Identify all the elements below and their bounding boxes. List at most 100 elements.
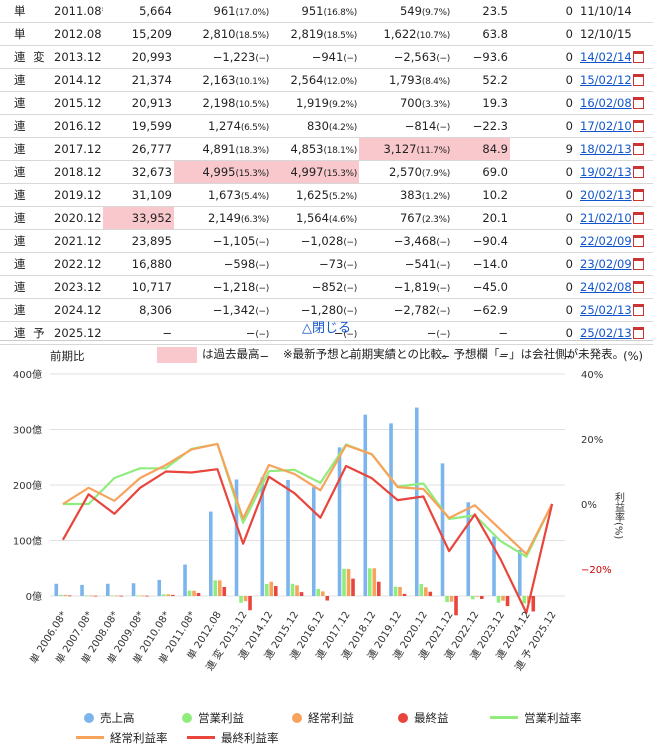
margin-pct: (−) — [255, 238, 269, 248]
bar-net-profit — [248, 596, 252, 611]
announce-date-cell[interactable]: 20/02/13 — [575, 183, 653, 207]
row-type-label: 連 — [0, 91, 50, 115]
bar-net-profit — [170, 594, 175, 596]
row-type-label: 連 — [0, 252, 50, 276]
announce-date-cell[interactable]: 17/02/10 — [575, 114, 653, 138]
right-tick-label: 0% — [581, 500, 597, 511]
bar-ordinary-profit — [475, 596, 480, 597]
announce-date-cell[interactable]: 21/02/10 — [575, 206, 653, 230]
margin-pct: (15.3%) — [323, 169, 357, 179]
bar-sales — [54, 583, 59, 596]
announce-date-link[interactable]: 23/02/09 — [580, 257, 632, 271]
announce-date-link[interactable]: 14/02/14 — [580, 50, 632, 64]
line-ordinary-margin — [62, 442, 554, 556]
legend-label: 最終利益率 — [221, 731, 279, 745]
pdf-icon[interactable] — [632, 166, 644, 178]
period-label: 2014.12 — [50, 68, 103, 92]
sales-value: 5,664 — [103, 0, 174, 23]
announce-date-link[interactable]: 24/02/08 — [580, 280, 632, 294]
profit-value: 1,625 — [295, 188, 329, 202]
announce-date-cell[interactable]: 23/02/09 — [575, 252, 653, 276]
collapse-toggle-link[interactable]: △閉じる — [0, 318, 653, 341]
pdf-icon[interactable] — [632, 189, 644, 201]
legend-item[interactable]: 経常利益率 — [76, 730, 168, 746]
sales-value: 32,673 — [103, 160, 174, 184]
announce-date-link[interactable]: 22/02/09 — [580, 234, 632, 248]
table-row: 連 2015.12 20,913 2,198(10.5%) 1,919(9.2%) 700… — [0, 91, 653, 115]
announce-date-cell[interactable]: 14/02/14 — [575, 45, 653, 69]
margin-pct: (−) — [436, 261, 450, 271]
announce-date-cell[interactable]: 18/02/13 — [575, 137, 653, 161]
profit-value: 1,673 — [207, 188, 241, 202]
announce-date-cell[interactable]: 25/02/13 — [575, 321, 653, 345]
announce-date-link[interactable]: 15/02/12 — [580, 73, 632, 87]
legend-item[interactable]: 営業利益率 — [490, 710, 582, 726]
pdf-icon[interactable] — [632, 281, 644, 293]
net-profit-cell: −2,563(−) — [359, 45, 452, 69]
pdf-icon[interactable] — [632, 120, 644, 132]
bar-net-profit — [479, 596, 484, 600]
announce-date-cell[interactable]: 19/02/13 — [575, 160, 653, 184]
announce-date-link[interactable]: 16/02/08 — [580, 96, 632, 110]
period-label: 2023.12 — [50, 275, 103, 299]
compare-net: − — [440, 349, 450, 363]
legend-item[interactable]: 最終益 — [398, 710, 449, 726]
pdf-icon[interactable] — [632, 304, 644, 316]
announce-date-link[interactable]: 21/02/10 — [580, 211, 632, 225]
announce-date-link[interactable]: 20/02/13 — [580, 188, 632, 202]
row-type-label: 連 — [0, 298, 50, 322]
announce-date-cell[interactable]: 16/02/08 — [575, 91, 653, 115]
period-label: 2022.12 — [50, 252, 103, 276]
announce-date: 11/10/14 — [580, 4, 632, 18]
sales-value: 21,374 — [103, 68, 174, 92]
pdf-icon[interactable] — [632, 97, 644, 109]
bar-ordinary-profit — [166, 594, 171, 596]
bar-operating-profit — [136, 595, 140, 597]
bar-sales — [157, 579, 162, 596]
period-label: 2017.12 — [50, 137, 103, 161]
bar-net-profit — [222, 586, 227, 596]
announce-date-link[interactable]: 19/02/13 — [580, 165, 632, 179]
dividend-value: 0 — [510, 91, 575, 115]
period-label: 2013.12 — [50, 45, 103, 69]
pdf-icon[interactable] — [632, 235, 644, 247]
legend-item[interactable]: 経常利益 — [292, 710, 354, 726]
operating-profit-cell: 2,810(18.5%) — [174, 22, 271, 46]
announce-date-cell[interactable]: 25/02/13 — [575, 298, 653, 322]
legend-item[interactable]: 最終利益率 — [187, 730, 279, 746]
legend-label: 経常利益 — [308, 711, 354, 725]
bar-net-profit — [119, 595, 124, 597]
bar-sales — [466, 502, 471, 596]
announce-date-link[interactable]: 18/02/13 — [580, 142, 632, 156]
ordinary-profit-cell: −(−) — [271, 321, 359, 345]
bar-ordinary-profit — [398, 586, 402, 596]
pdf-icon[interactable] — [632, 327, 644, 339]
dividend-value: 0 — [510, 22, 575, 46]
bar-ordinary-profit — [114, 595, 119, 597]
announce-date-link[interactable]: 25/02/13 — [580, 326, 632, 340]
margin-pct: (−) — [436, 284, 450, 294]
pdf-icon[interactable] — [632, 74, 644, 86]
announce-date-link[interactable]: 25/02/13 — [580, 303, 632, 317]
legend-item[interactable]: 営業利益 — [182, 710, 244, 726]
ordinary-profit-cell: −941(−) — [271, 45, 359, 69]
compare-label: 前期比 — [50, 349, 85, 363]
announce-date-cell[interactable]: 15/02/12 — [575, 68, 653, 92]
pdf-icon[interactable] — [632, 212, 644, 224]
pdf-icon[interactable] — [632, 51, 644, 63]
pdf-icon[interactable] — [632, 143, 644, 155]
profit-value: 4,995 — [202, 165, 236, 179]
announce-date-cell[interactable]: 24/02/08 — [575, 275, 653, 299]
bar-ordinary-profit — [89, 595, 93, 597]
eps-value: 19.3 — [452, 91, 510, 115]
sales-value: 8,306 — [103, 298, 174, 322]
eps-value: −93.6 — [452, 45, 510, 69]
legend-marker — [187, 736, 215, 739]
announce-date-link[interactable]: 17/02/10 — [580, 119, 632, 133]
legend-label: 経常利益率 — [110, 731, 168, 745]
net-profit-cell: −2,782(−) — [359, 298, 452, 322]
pdf-icon[interactable] — [632, 258, 644, 270]
announce-date-cell[interactable]: 22/02/09 — [575, 229, 653, 253]
legend-item[interactable]: 売上高 — [84, 710, 135, 726]
margin-pct: (4.6%) — [328, 215, 357, 225]
